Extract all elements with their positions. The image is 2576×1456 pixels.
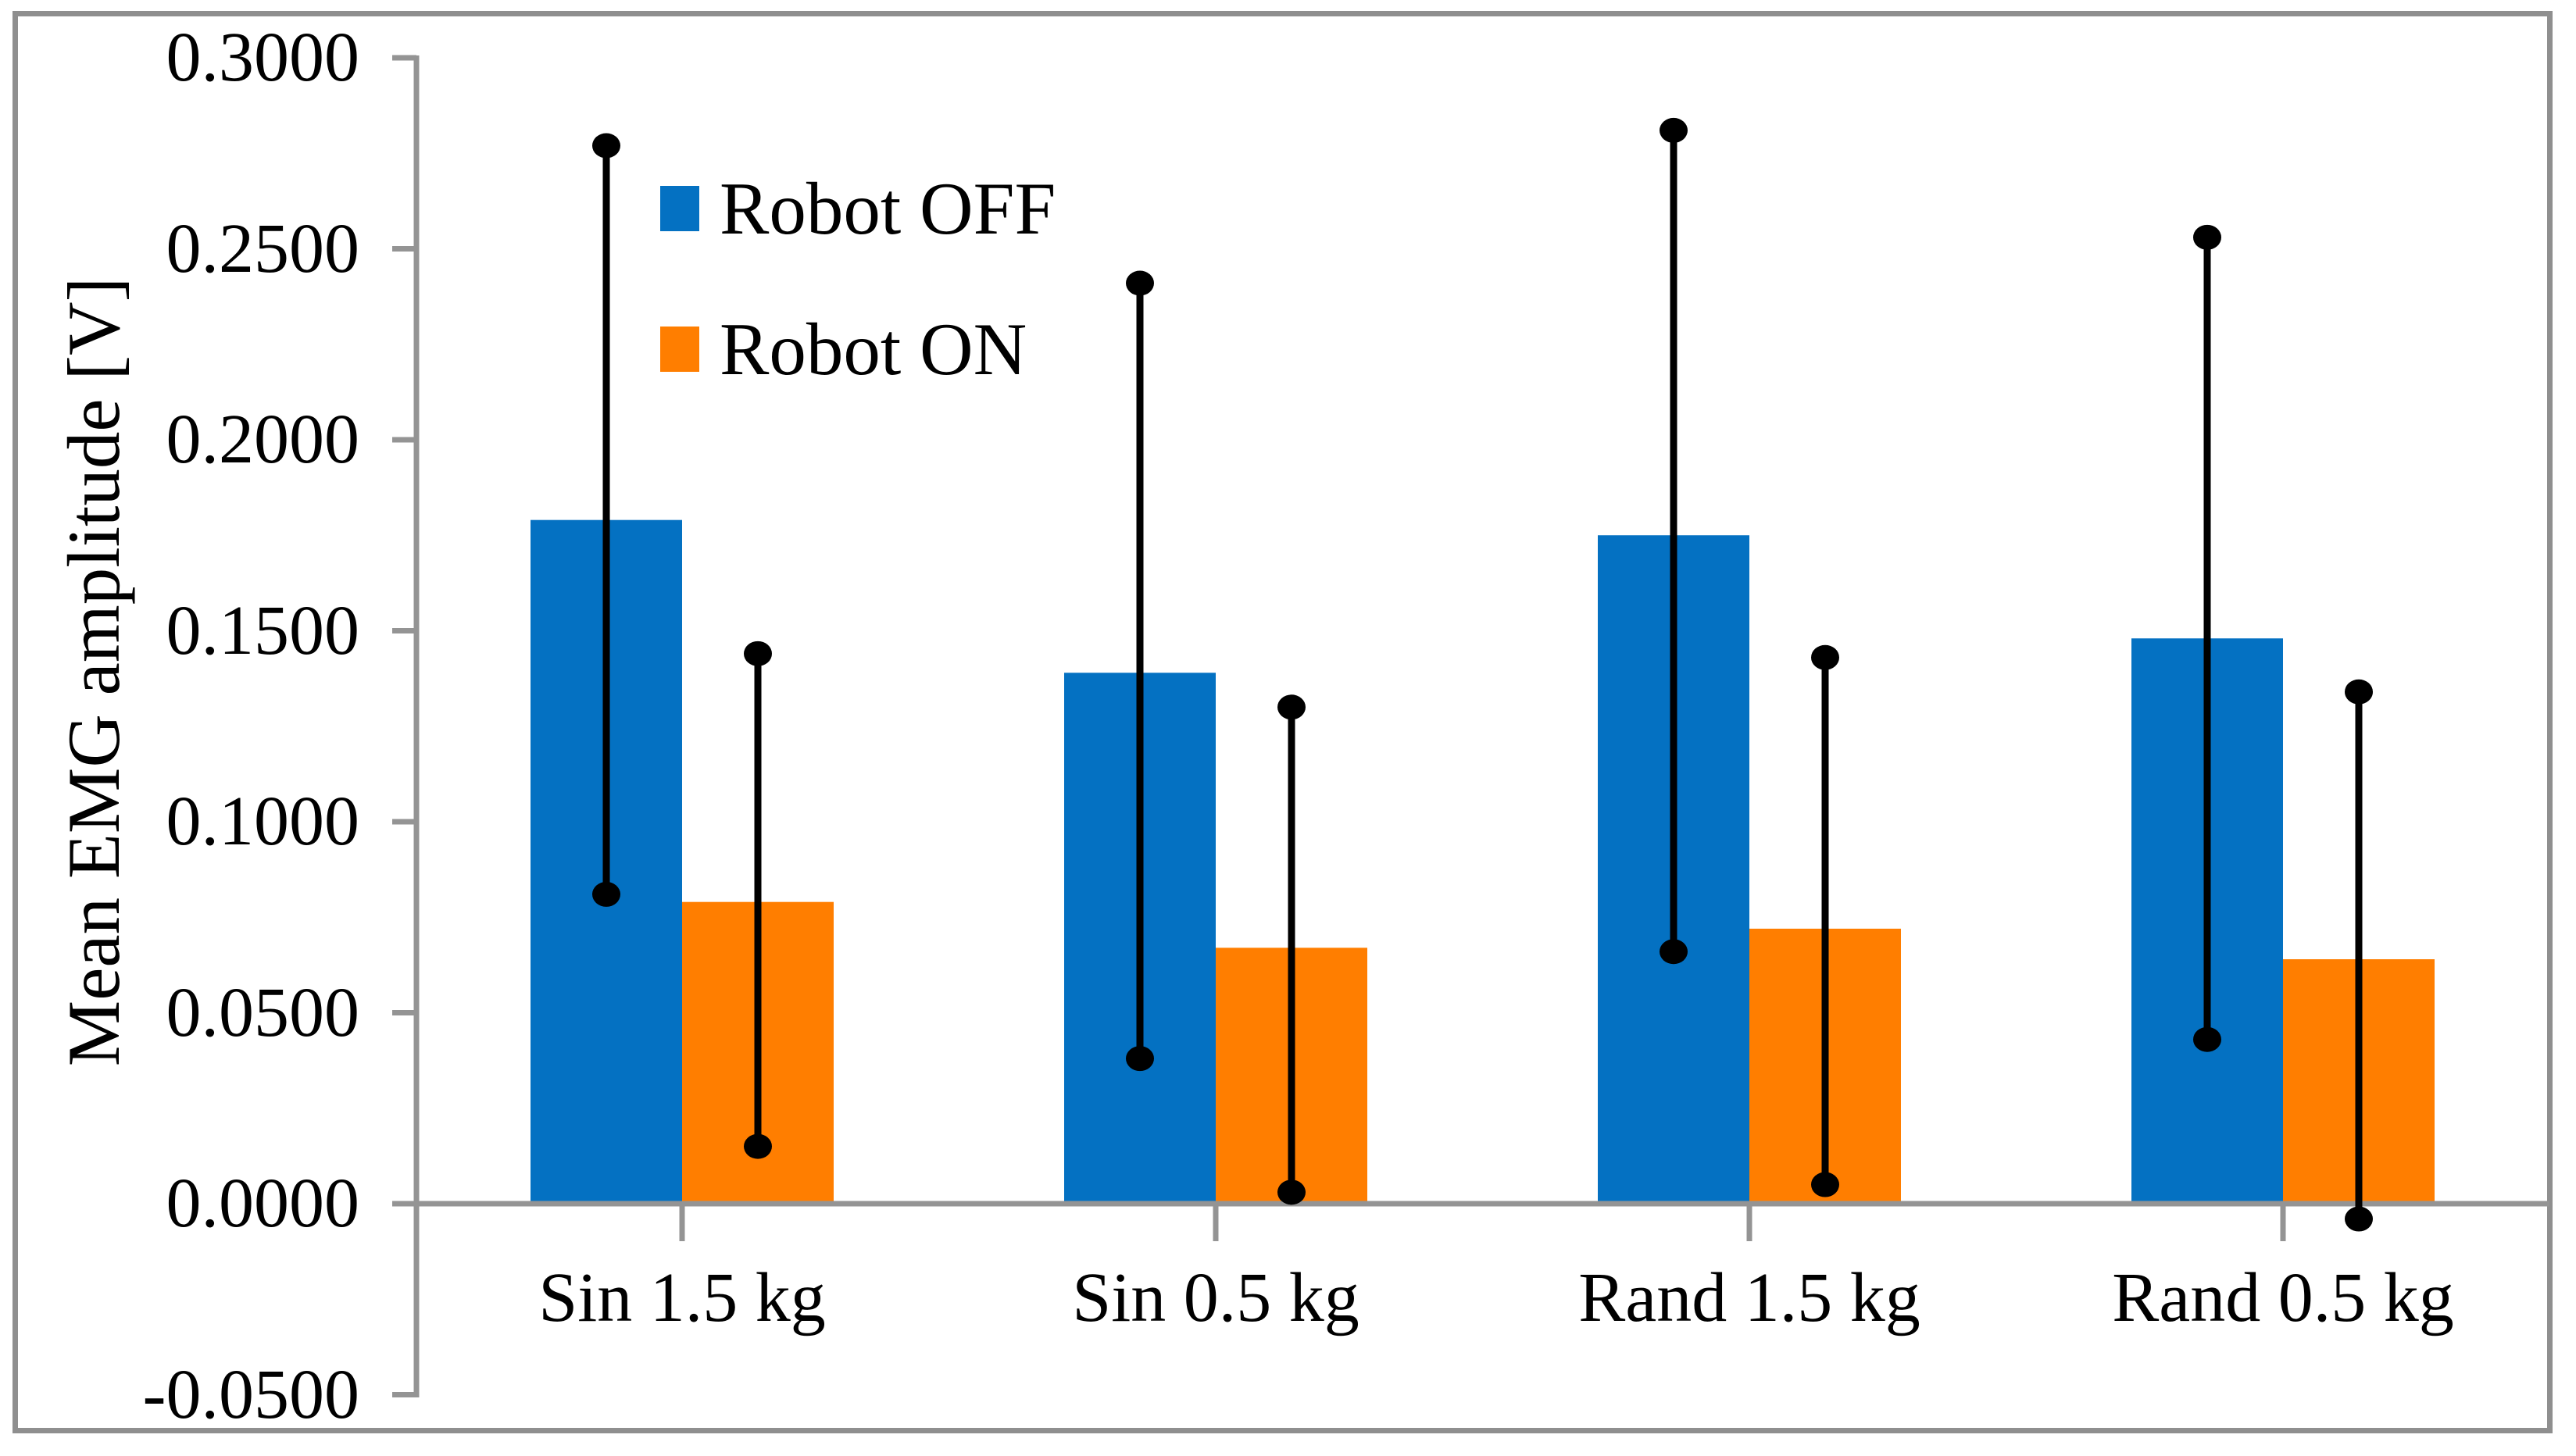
error-dot-low-robot-off-sin-0-5-kg bbox=[1126, 1046, 1154, 1072]
error-dot-high-robot-on-rand-1-5-kg bbox=[1811, 644, 1839, 670]
y-tick-label: 0.2500 bbox=[166, 209, 360, 287]
legend-label-robot-off: Robot OFF bbox=[720, 167, 1056, 250]
error-dot-high-robot-on-sin-0-5-kg bbox=[1277, 694, 1306, 720]
legend-item-robot-on: Robot ON bbox=[660, 306, 1027, 392]
error-dot-low-robot-off-sin-1-5-kg bbox=[592, 881, 620, 907]
y-tick-label: 0.2000 bbox=[166, 401, 360, 478]
legend-item-robot-off: Robot OFF bbox=[660, 166, 1056, 252]
legend-swatch-robot-on bbox=[660, 327, 699, 372]
legend-swatch-robot-off bbox=[660, 186, 699, 231]
error-dot-low-robot-on-rand-0-5-kg bbox=[2345, 1206, 2373, 1232]
category-label-rand-1-5-kg: Rand 1.5 kg bbox=[1578, 1259, 1920, 1336]
category-label-sin-1-5-kg: Sin 1.5 kg bbox=[538, 1259, 826, 1336]
category-label-rand-0-5-kg: Rand 0.5 kg bbox=[2112, 1259, 2454, 1336]
y-tick-label: 0.1000 bbox=[166, 783, 360, 860]
figure-frame bbox=[13, 11, 2553, 1433]
error-dot-high-robot-on-sin-1-5-kg bbox=[744, 641, 772, 666]
error-dot-high-robot-off-rand-0-5-kg bbox=[2193, 224, 2221, 250]
error-dot-high-robot-on-rand-0-5-kg bbox=[2345, 679, 2373, 705]
error-dot-low-robot-on-rand-1-5-kg bbox=[1811, 1172, 1839, 1197]
legend-label-robot-on: Robot ON bbox=[720, 308, 1027, 391]
error-dot-low-robot-on-sin-0-5-kg bbox=[1277, 1179, 1306, 1205]
y-tick-label: 0.3000 bbox=[166, 19, 360, 96]
y-tick-label: 0.0000 bbox=[166, 1165, 360, 1242]
error-dot-low-robot-off-rand-0-5-kg bbox=[2193, 1026, 2221, 1052]
y-tick-label: 0.1500 bbox=[166, 591, 360, 669]
error-dot-low-robot-off-rand-1-5-kg bbox=[1660, 939, 1688, 965]
category-label-sin-0-5-kg: Sin 0.5 kg bbox=[1072, 1259, 1359, 1336]
error-dot-high-robot-off-sin-1-5-kg bbox=[592, 133, 620, 159]
y-tick-label: 0.0500 bbox=[166, 973, 360, 1051]
y-axis-title: Mean EMG amplitude [V] bbox=[52, 277, 135, 1067]
error-dot-high-robot-off-rand-1-5-kg bbox=[1660, 117, 1688, 143]
error-dot-low-robot-on-sin-1-5-kg bbox=[744, 1133, 772, 1159]
y-tick-label: -0.0500 bbox=[142, 1355, 359, 1433]
error-dot-high-robot-off-sin-0-5-kg bbox=[1126, 270, 1154, 296]
